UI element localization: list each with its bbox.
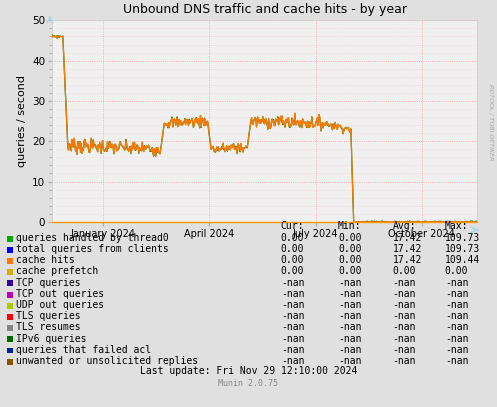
Text: 0.00: 0.00 <box>338 233 361 243</box>
Y-axis label: queries / second: queries / second <box>16 75 26 167</box>
Text: -nan: -nan <box>281 345 304 355</box>
Text: -nan: -nan <box>281 289 304 299</box>
Text: cache prefetch: cache prefetch <box>16 267 98 276</box>
Text: -nan: -nan <box>281 356 304 366</box>
Text: Cur:: Cur: <box>281 221 304 231</box>
Text: 0.00: 0.00 <box>281 244 304 254</box>
Text: -nan: -nan <box>445 289 468 299</box>
Text: -nan: -nan <box>393 322 416 333</box>
Text: -nan: -nan <box>445 345 468 355</box>
Text: -nan: -nan <box>445 322 468 333</box>
Text: -nan: -nan <box>281 322 304 333</box>
Text: 0.00: 0.00 <box>393 267 416 276</box>
Text: 0.00: 0.00 <box>281 233 304 243</box>
Text: unwanted or unsolicited replies: unwanted or unsolicited replies <box>16 356 198 366</box>
Text: -nan: -nan <box>393 300 416 310</box>
Text: -nan: -nan <box>281 300 304 310</box>
Text: 0.00: 0.00 <box>281 267 304 276</box>
Text: RDTOOL / TOBI OETIKER: RDTOOL / TOBI OETIKER <box>488 84 493 160</box>
Text: 109.73: 109.73 <box>445 233 480 243</box>
Text: -nan: -nan <box>338 289 361 299</box>
Text: -nan: -nan <box>393 278 416 288</box>
Text: -nan: -nan <box>281 311 304 321</box>
Text: queries that failed acl: queries that failed acl <box>16 345 151 355</box>
Text: 109.44: 109.44 <box>445 255 480 265</box>
Text: -nan: -nan <box>338 300 361 310</box>
Text: Max:: Max: <box>445 221 468 231</box>
Text: cache hits: cache hits <box>16 255 75 265</box>
Text: -nan: -nan <box>393 289 416 299</box>
Text: TLS resumes: TLS resumes <box>16 322 81 333</box>
Text: TCP queries: TCP queries <box>16 278 81 288</box>
Text: 0.00: 0.00 <box>338 244 361 254</box>
Text: -nan: -nan <box>338 322 361 333</box>
Text: 109.73: 109.73 <box>445 244 480 254</box>
Text: -nan: -nan <box>445 356 468 366</box>
Text: -nan: -nan <box>445 334 468 344</box>
Text: Munin 2.0.75: Munin 2.0.75 <box>219 379 278 388</box>
Text: -nan: -nan <box>338 345 361 355</box>
Text: Last update: Fri Nov 29 12:10:00 2024: Last update: Fri Nov 29 12:10:00 2024 <box>140 366 357 376</box>
Text: TLS queries: TLS queries <box>16 311 81 321</box>
Text: -nan: -nan <box>281 334 304 344</box>
Text: -nan: -nan <box>338 356 361 366</box>
Text: -nan: -nan <box>338 278 361 288</box>
Text: TCP out queries: TCP out queries <box>16 289 104 299</box>
Text: -nan: -nan <box>393 356 416 366</box>
Title: Unbound DNS traffic and cache hits - by year: Unbound DNS traffic and cache hits - by … <box>123 3 407 16</box>
Text: 17.42: 17.42 <box>393 255 422 265</box>
Text: -nan: -nan <box>338 334 361 344</box>
Text: -nan: -nan <box>445 311 468 321</box>
Text: -nan: -nan <box>281 278 304 288</box>
Text: -nan: -nan <box>393 345 416 355</box>
Text: 0.00: 0.00 <box>445 267 468 276</box>
Text: Avg:: Avg: <box>393 221 416 231</box>
Text: 0.00: 0.00 <box>338 267 361 276</box>
Text: UDP out queries: UDP out queries <box>16 300 104 310</box>
Text: -nan: -nan <box>393 311 416 321</box>
Text: IPv6 queries: IPv6 queries <box>16 334 86 344</box>
Text: -nan: -nan <box>338 311 361 321</box>
Text: 0.00: 0.00 <box>338 255 361 265</box>
Text: 17.42: 17.42 <box>393 233 422 243</box>
Text: 17.42: 17.42 <box>393 244 422 254</box>
Text: -nan: -nan <box>445 300 468 310</box>
Text: 0.00: 0.00 <box>281 255 304 265</box>
Text: queries handled by thread0: queries handled by thread0 <box>16 233 168 243</box>
Text: -nan: -nan <box>445 278 468 288</box>
Text: Min:: Min: <box>338 221 361 231</box>
Text: total queries from clients: total queries from clients <box>16 244 168 254</box>
Text: -nan: -nan <box>393 334 416 344</box>
